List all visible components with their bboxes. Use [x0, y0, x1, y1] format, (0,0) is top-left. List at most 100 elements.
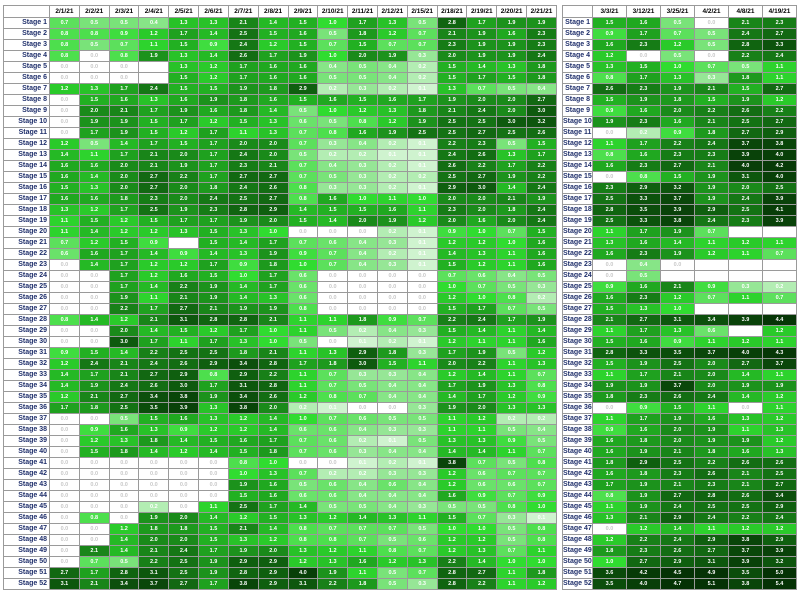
value-cell: 0.0	[347, 281, 378, 293]
value-cell: 0.4	[347, 424, 378, 436]
value-cell: 2.5	[592, 193, 627, 205]
value-cell: 2.3	[466, 138, 498, 150]
stage-label: Stage 3	[3, 39, 50, 51]
value-cell: 0.7	[496, 226, 527, 238]
value-cell: 1.2	[317, 545, 349, 557]
value-cell: 0.0	[317, 292, 349, 304]
value-cell: 1.0	[466, 292, 498, 304]
value-cell: 1.9	[78, 380, 110, 392]
value-cell: 1.6	[49, 171, 80, 183]
value-cell: 1.9	[257, 303, 289, 315]
value-cell: 1.8	[660, 94, 695, 106]
stage-label: Stage 14	[562, 160, 593, 172]
value-cell: 2.3	[626, 248, 661, 260]
value-cell: 2.3	[227, 160, 259, 172]
value-cell: 1.3	[198, 17, 229, 29]
value-cell: 1.3	[376, 17, 408, 29]
stage-label: Stage 51	[3, 567, 50, 579]
value-cell: 0.9	[227, 259, 259, 271]
value-cell: 3.7	[762, 358, 797, 370]
value-cell: 1.4	[108, 347, 140, 359]
value-cell: 1.2	[496, 391, 527, 403]
value-cell: 2.9	[257, 567, 289, 579]
value-cell: 1.3	[227, 248, 259, 260]
stage-label: Stage 37	[3, 413, 50, 425]
value-cell: 1.0	[257, 226, 289, 238]
value-cell: 2.3	[660, 468, 695, 480]
value-cell: 0.5	[496, 424, 527, 436]
value-cell: 2.9	[626, 457, 661, 469]
value-cell: 0.8	[526, 457, 557, 469]
value-cell: 0.6	[347, 413, 378, 425]
value-cell: 0.0	[78, 325, 110, 337]
stage-label: Stage 27	[562, 303, 593, 315]
stage-row: Stage 47 0.0 0.0 1.2 1.8 1.8 1.5 2.1 1.4 0.8 0.7 0.…	[3, 523, 557, 535]
value-cell: 1.1	[347, 567, 378, 579]
value-cell: 0.0	[198, 468, 229, 480]
value-cell: 0.3	[347, 182, 378, 194]
value-cell: 1.0	[317, 105, 349, 117]
value-cell: 2.3	[728, 215, 763, 227]
value-cell: 2.5	[168, 567, 200, 579]
value-cell: 0.0	[108, 479, 140, 491]
value-cell: 2.3	[762, 17, 797, 29]
value-cell: 1.6	[257, 61, 289, 73]
stage-row: Stage 25 0.9 1.6 2.1 0.9 0.3 0.2	[562, 281, 797, 293]
value-cell: 0.2	[376, 138, 408, 150]
value-cell: 3.4	[694, 314, 729, 326]
value-cell: 4.3	[762, 347, 797, 359]
value-cell: 1.3	[317, 556, 349, 568]
stage-row: Stage 16 2.3 2.9 3.2 1.9 2.0 2.5	[562, 182, 797, 194]
value-cell: 1.1	[406, 512, 438, 524]
stage-row: Stage 12 1.1 1.7 2.2 2.4 3.7 3.8	[562, 138, 797, 150]
value-cell: 1.9	[694, 435, 729, 447]
value-cell: 1.0	[592, 556, 627, 568]
value-cell: 0.3	[317, 182, 349, 194]
value-cell: 1.4	[466, 556, 498, 568]
value-cell: 2.1	[660, 446, 695, 458]
date-header: 2/6/21	[198, 5, 229, 18]
stage-row: Stage 25 0.0 0.0 1.7 1.4 2.2 1.9 1.4 1.7 0.6 0.0 0.…	[3, 281, 557, 293]
value-cell: 1.5	[287, 215, 319, 227]
value-cell: 2.2	[436, 138, 468, 150]
value-cell: 0.5	[660, 17, 695, 29]
value-cell: 0.8	[49, 39, 80, 51]
value-cell: 0.4	[347, 138, 378, 150]
value-cell: 2.4	[227, 149, 259, 161]
value-cell: 2.7	[168, 303, 200, 315]
value-cell: 3.6	[592, 567, 627, 579]
value-cell: 2.5	[466, 116, 498, 128]
value-cell: 3.0	[347, 358, 378, 370]
value-cell: 1.4	[108, 545, 140, 557]
value-cell: 1.4	[728, 391, 763, 403]
value-cell: 2.0	[466, 204, 498, 216]
value-cell: 1.3	[78, 83, 110, 95]
value-cell: 1.3	[168, 17, 200, 29]
value-cell: 2.6	[526, 127, 557, 139]
stage-row: Stage 9 0.9 1.6 2.0 2.2 2.6 2.2	[562, 105, 797, 117]
value-cell: 2.1	[108, 105, 140, 117]
date-header: 2/20/21	[496, 5, 527, 18]
value-cell: 3.7	[728, 545, 763, 557]
stage-row: Stage 21 0.7 1.2 1.5 0.9 1.5 1.4 1.7 0.7 0.6 0.4 0.…	[3, 237, 557, 249]
value-cell: 0.0	[49, 336, 80, 348]
value-cell: 1.1	[496, 446, 527, 458]
value-cell: 2.7	[138, 182, 170, 194]
value-cell: 4.1	[762, 204, 797, 216]
value-cell: 0.7	[496, 468, 527, 480]
header-row: 3/3/21 3/12/21 3/25/21 4/2/21 4/8/21 4/19/21	[562, 5, 797, 18]
value-cell: 1.4	[227, 292, 259, 304]
stage-row: Stage 34 1.4 1.9 2.4 2.6 3.0 1.7 3.1 2.8 1.1 0.7 0.…	[3, 380, 557, 392]
stage-row: Stage 22 1.6 2.3 1.9 1.2 1.1 0.7	[562, 248, 797, 260]
value-cell: 0.5	[406, 17, 438, 29]
value-cell: 2.8	[227, 204, 259, 216]
value-cell: 1.9	[108, 127, 140, 139]
value-cell: 0.6	[287, 490, 319, 502]
value-cell: 0.8	[198, 369, 229, 381]
value-cell: 1.3	[466, 248, 498, 260]
value-cell: 0.6	[694, 325, 729, 337]
value-cell: 1.4	[138, 281, 170, 293]
value-cell: 1.0	[317, 17, 349, 29]
value-cell: 2.0	[466, 94, 498, 106]
value-cell: 0.4	[496, 270, 527, 282]
